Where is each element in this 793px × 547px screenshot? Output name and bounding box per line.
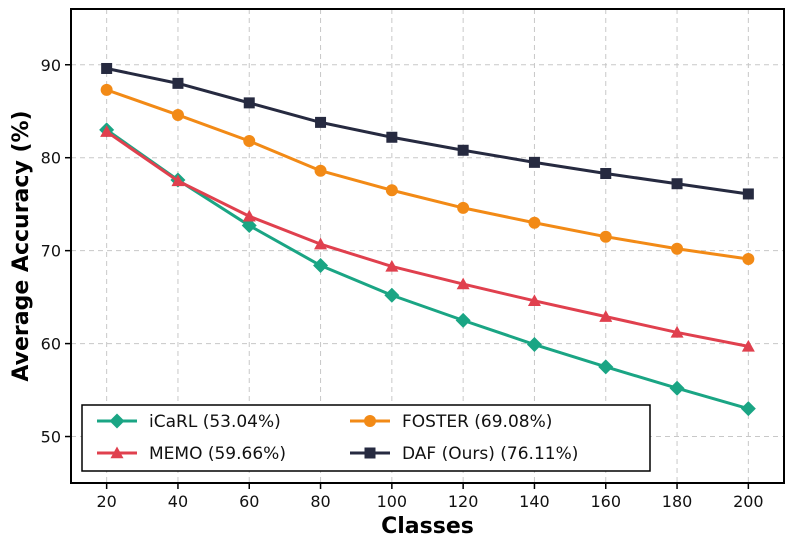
legend-label: iCaRL (53.04%) — [149, 412, 281, 432]
series-line — [105, 128, 749, 411]
series-2 — [100, 83, 755, 266]
x-tick-label: 60 — [239, 492, 259, 511]
x-tick-label: 180 — [662, 492, 693, 511]
data-point — [172, 77, 184, 89]
data-point — [528, 156, 540, 168]
data-point — [314, 237, 328, 250]
legend-entry: FOSTER (69.08%) — [350, 412, 552, 432]
legend-marker — [364, 415, 376, 427]
data-point — [384, 287, 400, 303]
data-point — [600, 168, 612, 180]
data-point — [598, 359, 614, 375]
series-0 — [99, 122, 756, 417]
data-point — [526, 337, 542, 353]
data-point — [741, 339, 755, 352]
x-tick-label: 120 — [448, 492, 479, 511]
data-point — [100, 125, 114, 137]
data-point — [314, 164, 327, 177]
x-tick-label: 40 — [168, 492, 188, 511]
data-point — [528, 216, 541, 229]
data-point — [527, 294, 541, 307]
data-point — [241, 218, 257, 234]
legend-box — [81, 404, 651, 472]
legend-entry: DAF (Ours) (76.11%) — [350, 444, 578, 464]
data-point — [242, 209, 256, 222]
y-tick-label: 50 — [41, 428, 61, 447]
data-point — [101, 62, 113, 74]
legend-entry: MEMO (59.66%) — [97, 444, 286, 464]
data-point — [669, 380, 685, 396]
x-tick-label: 100 — [377, 492, 408, 511]
legend-entry: iCaRL (53.04%) — [97, 412, 281, 432]
legend: iCaRL (53.04%) MEMO (59.66%) FOSTER (69.08… — [81, 404, 651, 472]
data-point — [171, 108, 184, 121]
legend-label: FOSTER (69.08%) — [402, 412, 552, 432]
legend-marker — [364, 447, 376, 459]
x-tick-label: 200 — [733, 492, 764, 511]
legend-label: MEMO (59.66%) — [149, 444, 286, 464]
series-line — [106, 67, 749, 196]
data-point — [457, 201, 470, 214]
x-tick-label: 140 — [519, 492, 550, 511]
legend-marker — [109, 413, 125, 429]
data-point — [457, 144, 469, 156]
data-point — [171, 174, 185, 187]
legend-marker — [110, 446, 124, 459]
data-point — [243, 97, 255, 109]
data-point — [599, 310, 613, 322]
series-line — [106, 88, 749, 261]
data-point — [455, 312, 471, 328]
data-point — [671, 178, 683, 190]
data-point — [742, 188, 754, 200]
data-point — [742, 253, 755, 266]
y-tick-label: 70 — [41, 242, 61, 261]
series-3 — [101, 62, 754, 200]
axis-ticks: 20 40 60 80 100 120 140 160 180 200 50 60 70 80 90 — [41, 56, 764, 511]
data-point — [456, 277, 470, 290]
plot-frame — [70, 8, 785, 484]
data-point — [386, 131, 398, 143]
y-tick-label: 80 — [41, 149, 61, 168]
series-line — [105, 130, 749, 348]
x-tick-label: 20 — [96, 492, 116, 511]
data-point — [313, 258, 329, 274]
data-point — [385, 259, 399, 272]
series-1 — [100, 125, 755, 352]
data-point — [740, 401, 756, 417]
x-tick-label: 160 — [590, 492, 621, 511]
data-point — [243, 134, 256, 147]
legend-label: DAF (Ours) (76.11%) — [402, 444, 578, 464]
series-layer — [99, 62, 756, 417]
data-point — [315, 116, 327, 128]
data-point — [599, 230, 612, 243]
data-point — [385, 184, 398, 197]
data-point — [100, 83, 113, 96]
x-axis-title: Classes — [381, 514, 474, 539]
y-tick-label: 90 — [41, 56, 61, 75]
x-tick-label: 80 — [310, 492, 330, 511]
y-tick-label: 60 — [41, 335, 61, 354]
data-point — [670, 325, 684, 338]
data-point — [671, 242, 684, 255]
y-axis-title: Average Accuracy (%) — [9, 110, 34, 381]
